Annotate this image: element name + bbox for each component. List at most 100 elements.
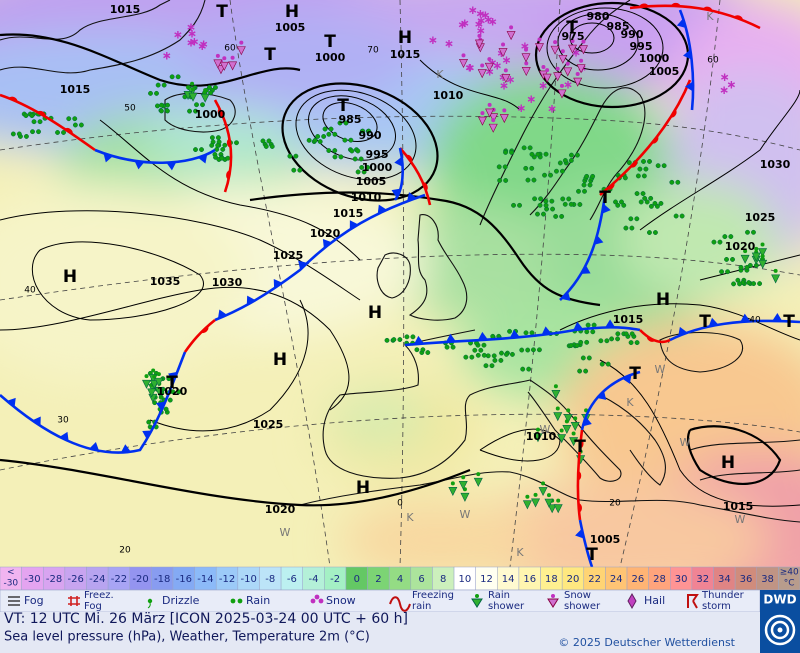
rain-symbol [420, 347, 426, 353]
rain-symbol [623, 331, 629, 337]
rain-symbol [154, 90, 159, 96]
snow-symbol: ∗ [480, 8, 490, 22]
snow-symbol: ∗ [173, 27, 183, 41]
rain-symbol [61, 130, 66, 135]
high-pressure-center: H [63, 267, 77, 287]
snow-symbol: ∗ [538, 78, 548, 92]
rain-symbol [717, 239, 723, 245]
pressure-label: 985 [607, 20, 630, 33]
rain-symbol [317, 139, 323, 145]
low-pressure-center: T [166, 373, 178, 393]
snow-shower-symbol [461, 53, 466, 58]
rain-shower-symbol [538, 487, 548, 497]
scale-label: 16 [523, 574, 536, 585]
scale-label: -22 [111, 574, 127, 585]
pressure-label: 1020 [725, 240, 756, 253]
pressure-label: 1015 [60, 83, 91, 96]
front-symbol [322, 238, 332, 249]
rain-symbol [163, 406, 169, 412]
pressure-label: 1010 [526, 430, 557, 443]
rain-symbol [622, 175, 628, 181]
rain-symbol [166, 376, 172, 382]
rain-shower-symbol [458, 480, 468, 490]
snow-shower-symbol [524, 47, 529, 52]
legend-label: Fog [84, 601, 102, 612]
rain-shower-symbol [188, 92, 198, 102]
pressure-label: 995 [630, 40, 653, 53]
rain-symbol [648, 195, 654, 201]
pressure-label: 975 [562, 30, 585, 43]
pressure-label: 995 [366, 148, 389, 161]
cold-front [214, 193, 426, 322]
rain-shower-symbol [553, 384, 558, 389]
warm-front [576, 429, 584, 521]
front-symbol [676, 18, 686, 29]
snow-shower-symbol [503, 68, 508, 73]
scale-label: °C [784, 579, 795, 589]
rain-symbol [568, 343, 574, 348]
rain-shower-symbol [476, 472, 481, 477]
snow-shower-symbol [236, 46, 246, 56]
rain-shower-symbol [573, 416, 578, 421]
rain-shower-symbol [553, 504, 563, 514]
rain-shower-symbol [460, 492, 470, 502]
rain-shower-symbol [760, 242, 765, 247]
rain-symbol [719, 269, 725, 275]
rain-symbol [731, 281, 737, 287]
snow-symbol: ∗ [468, 3, 478, 17]
pressure-label: 1010 [433, 89, 464, 102]
high-pressure-center: H [273, 350, 287, 370]
rain-symbol [23, 133, 29, 139]
air-mass-label: W [655, 363, 666, 376]
scale-label: 6 [418, 574, 424, 585]
rain-symbol [582, 188, 587, 194]
pressure-label: 1020 [265, 503, 296, 516]
rain-symbol [530, 347, 536, 353]
logo-text: DWD [763, 593, 796, 607]
rain-symbol [757, 281, 763, 287]
scale-label: -26 [68, 574, 84, 585]
front-symbol [733, 15, 744, 21]
scale-label: -8 [265, 574, 275, 585]
snow-shower-symbol [509, 25, 514, 30]
rain-symbol [738, 264, 744, 270]
scale-label: 36 [740, 574, 753, 585]
scale-label: -6 [287, 574, 297, 585]
snow-shower-symbol [558, 54, 568, 64]
rain-shower-symbol [473, 477, 483, 487]
rain-symbol [312, 137, 318, 143]
rain-symbol [365, 164, 371, 170]
snow-shower-symbol [484, 62, 494, 72]
rain-shower-symbol [751, 252, 761, 262]
rain-symbol [234, 140, 239, 146]
temp-blob [340, 500, 540, 567]
rain-symbol [574, 343, 580, 348]
rain-symbol [523, 165, 529, 171]
rain-symbol [29, 113, 35, 119]
low-pressure-center: T [566, 18, 578, 38]
front-symbol [168, 371, 178, 382]
rain-symbol [728, 234, 734, 240]
rain-symbol [543, 202, 549, 208]
air-mass-label: W [735, 513, 746, 526]
front-symbol [579, 438, 584, 449]
rain-symbol [293, 153, 299, 159]
snow-symbol: ∗ [488, 14, 498, 28]
snow-shower-symbol [502, 108, 507, 113]
rain-shower-symbol [555, 406, 560, 411]
rain-symbol [66, 116, 72, 122]
rain-symbol [225, 155, 231, 161]
rain-symbol [542, 172, 547, 178]
snow-symbol: ∗ [516, 101, 526, 115]
rain-symbol [158, 108, 164, 114]
rain-symbol [562, 158, 568, 163]
warm-front [183, 318, 216, 353]
rain-symbol [366, 128, 372, 134]
rain-symbol [654, 203, 660, 209]
front-symbol [6, 397, 16, 408]
front-symbol [59, 431, 69, 442]
rain-symbol [609, 336, 615, 342]
legend-icon [471, 598, 483, 608]
rain-shower-symbol [740, 254, 750, 264]
latitude-label: 0 [397, 499, 403, 509]
